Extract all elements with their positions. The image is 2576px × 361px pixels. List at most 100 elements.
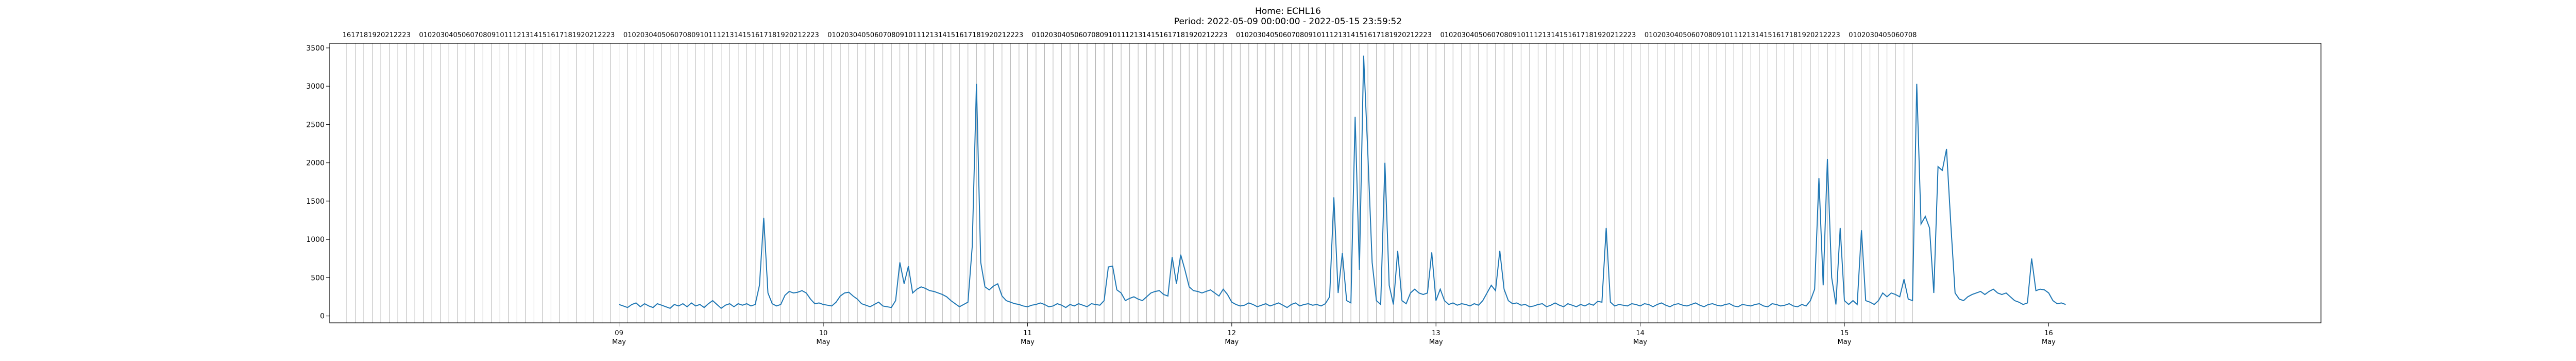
hour-tick-label: 03 (1253, 31, 1262, 39)
hour-tick-label: 19 (572, 31, 581, 39)
hour-tick-label: 21 (998, 31, 1007, 39)
hour-tick-label: 14 (530, 31, 538, 39)
hour-tick-label: 16 (343, 31, 351, 39)
hour-tick-label: 15 (946, 31, 955, 39)
hour-tick-label: 07 (1900, 31, 1908, 39)
hour-tick-label: 20 (1806, 31, 1815, 39)
hour-tick-label: 02 (1245, 31, 1253, 39)
hour-tick-label: 22 (1211, 31, 1219, 39)
hour-tick-label: 18 (360, 31, 368, 39)
hour-tick-label: 20 (989, 31, 998, 39)
hour-tick-label: 10 (700, 31, 708, 39)
hour-tick-label: 19 (1185, 31, 1194, 39)
plot-area (619, 55, 2066, 309)
hour-tick-label: 05 (657, 31, 666, 39)
hour-tick-label: 11 (1526, 31, 1534, 39)
hour-tick-label: 11 (504, 31, 513, 39)
hour-tick-label: 20 (377, 31, 385, 39)
hour-tick-label: 23 (1832, 31, 1840, 39)
hour-tick-label: 01 (623, 31, 632, 39)
hour-tick-label: 01 (1440, 31, 1449, 39)
hour-tick-label: 13 (1134, 31, 1143, 39)
hour-tick-label: 08 (1908, 31, 1917, 39)
x-tick-month-label: May (1429, 338, 1443, 346)
hour-tick-label: 14 (1347, 31, 1355, 39)
hour-tick-label: 08 (1500, 31, 1509, 39)
hour-tick-label: 08 (1704, 31, 1713, 39)
hour-tick-label: 05 (453, 31, 462, 39)
hour-tick-label: 20 (581, 31, 589, 39)
hour-tick-label: 21 (793, 31, 802, 39)
hour-tick-label: 07 (674, 31, 683, 39)
hour-tick-label: 04 (1057, 31, 1066, 39)
hour-tick-label: 06 (1483, 31, 1492, 39)
hour-grid (346, 43, 1913, 323)
hour-tick-label: 13 (1543, 31, 1551, 39)
hour-tick-label: 20 (1602, 31, 1611, 39)
hour-tick-label: 20 (1193, 31, 1202, 39)
hour-tick-label: 07 (1287, 31, 1296, 39)
hour-tick-label: 06 (666, 31, 674, 39)
hour-tick-label: 11 (1321, 31, 1330, 39)
hour-tick-label: 23 (1423, 31, 1432, 39)
y-tick-label: 2500 (306, 121, 325, 129)
hour-tick-label: 17 (964, 31, 973, 39)
hour-tick-label: 13 (1338, 31, 1347, 39)
hour-tick-label: 22 (598, 31, 606, 39)
hour-tick-label: 03 (844, 31, 853, 39)
hour-tick-label: 09 (691, 31, 700, 39)
hour-tick-label: 08 (887, 31, 896, 39)
hour-tick-label: 15 (538, 31, 547, 39)
hour-tick-label: 15 (742, 31, 751, 39)
x-tick-month-label: May (2042, 338, 2056, 346)
hour-tick-label: 21 (385, 31, 394, 39)
y-tick-label: 2000 (306, 159, 325, 168)
hour-tick-label: 16 (547, 31, 555, 39)
hour-tick-label: 16 (751, 31, 760, 39)
hour-tick-label: 23 (1219, 31, 1228, 39)
hour-tick-label: 15 (1560, 31, 1568, 39)
hour-tick-label: 18 (1789, 31, 1798, 39)
hour-tick-label: 14 (938, 31, 947, 39)
hour-tick-label: 14 (1551, 31, 1560, 39)
hour-tick-label: 21 (589, 31, 598, 39)
hour-tick-label: 06 (870, 31, 879, 39)
chart-title: Home: ECHL16 (1255, 6, 1321, 17)
hour-tick-label: 02 (632, 31, 640, 39)
hour-tick-label: 11 (1730, 31, 1738, 39)
hour-tick-label: 09 (1100, 31, 1109, 39)
hour-tick-label: 16 (1568, 31, 1577, 39)
hour-tick-label: 18 (564, 31, 572, 39)
hour-tick-label: 19 (1594, 31, 1602, 39)
hour-tick-label: 02 (1857, 31, 1866, 39)
hour-tick-label: 19 (776, 31, 785, 39)
hour-tick-label: 23 (1015, 31, 1024, 39)
hour-tick-label: 03 (436, 31, 445, 39)
y-tick-label: 3000 (306, 83, 325, 91)
hour-tick-label: 17 (1781, 31, 1789, 39)
hour-tick-label: 19 (1389, 31, 1398, 39)
hour-tick-label: 21 (1815, 31, 1823, 39)
hour-tick-label: 04 (853, 31, 862, 39)
hour-tick-label: 03 (640, 31, 649, 39)
y-tick-label: 1000 (306, 236, 325, 244)
hour-tick-label: 18 (1176, 31, 1185, 39)
hour-tick-label: 17 (1168, 31, 1177, 39)
x-tick-month-label: May (1021, 338, 1035, 346)
hour-tick-label: 12 (1330, 31, 1338, 39)
hour-tick-label: 01 (1236, 31, 1245, 39)
hour-tick-label: 06 (1279, 31, 1287, 39)
hour-tick-label: 22 (1006, 31, 1015, 39)
hour-tick-label: 05 (1883, 31, 1891, 39)
hour-tick-label: 08 (479, 31, 487, 39)
hour-tick-label: 16 (1159, 31, 1168, 39)
x-tick-day-label: 09 (615, 330, 623, 337)
hour-tick-label: 05 (1475, 31, 1483, 39)
hour-tick-label: 17 (555, 31, 564, 39)
hour-tick-label: 02 (1449, 31, 1458, 39)
hour-tick-label: 14 (1142, 31, 1151, 39)
series-line (619, 55, 2066, 309)
hour-tick-label: 03 (1458, 31, 1466, 39)
hour-tick-label: 14 (734, 31, 743, 39)
hour-tick-label: 10 (1721, 31, 1730, 39)
